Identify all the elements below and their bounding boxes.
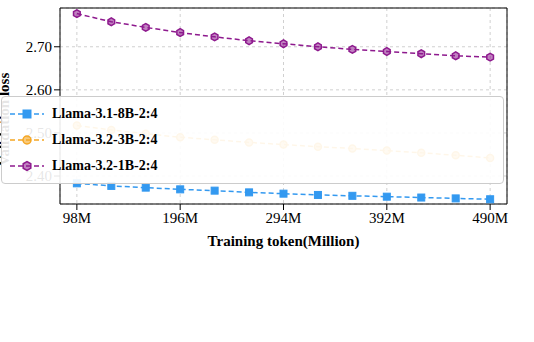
svg-text:Validation loss: Validation loss <box>8 73 12 166</box>
svg-text:196M: 196M <box>162 210 198 226</box>
svg-text:98M: 98M <box>63 210 91 226</box>
html-text:Llama-3.2-1B-2:4: Llama-3.2-1B-2:4 <box>52 158 158 173</box>
svg-text:2.60: 2.60 <box>26 82 52 98</box>
svg-text:392M: 392M <box>369 210 405 226</box>
svg-text:Training token(Million): Training token(Million) <box>208 233 360 250</box>
svg-text:2.70: 2.70 <box>26 39 52 55</box>
svg-text:294M: 294M <box>266 210 302 226</box>
html-text:Llama-3.2-3B-2:4: Llama-3.2-3B-2:4 <box>52 132 158 147</box>
svg-text:2.40: 2.40 <box>26 168 52 184</box>
svg-text:490M: 490M <box>472 210 508 226</box>
html-text:Llama-3.1-8B-2:4: Llama-3.1-8B-2:4 <box>52 106 158 121</box>
svg-text:2.50: 2.50 <box>26 125 52 141</box>
